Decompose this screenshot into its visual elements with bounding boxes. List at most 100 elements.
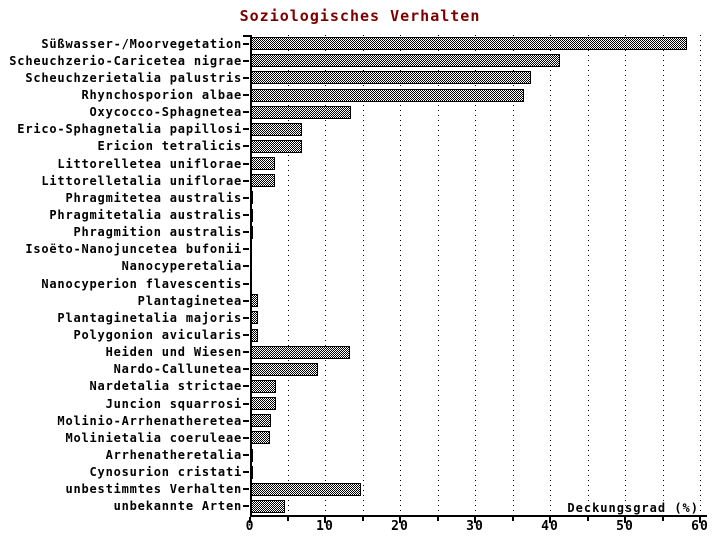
category-label: Phragmitetalia australis — [49, 208, 242, 222]
gridline — [700, 35, 701, 515]
category-label: unbekannte Arten — [113, 499, 242, 514]
category-label: Oxycocco-Sphagnetea — [89, 105, 242, 120]
bar — [250, 362, 318, 376]
x-major-tick — [249, 517, 251, 523]
bar — [250, 88, 524, 102]
category-tick — [243, 111, 249, 114]
category-tick — [243, 248, 249, 251]
x-minor-tick — [662, 517, 664, 521]
y-axis-cap — [243, 35, 252, 37]
category-tick — [243, 145, 249, 148]
category-tick — [243, 94, 249, 96]
bar — [250, 379, 276, 393]
category-label: Arrhenatheretalia — [105, 448, 242, 462]
category-tick — [243, 196, 249, 199]
y-axis-line — [250, 35, 252, 517]
category-tick — [243, 471, 249, 474]
bar — [250, 105, 351, 119]
category-tick — [243, 316, 249, 319]
bar — [250, 482, 361, 496]
bar — [250, 414, 271, 428]
x-tick-label: 0 — [245, 519, 255, 534]
category-label: Molinio-Arrhenatheretea — [57, 413, 242, 428]
category-label: Nanocyperetalia — [121, 259, 242, 274]
category-label: Nardetalia strictae — [89, 379, 242, 394]
category-tick — [243, 214, 249, 216]
category-label: Cynosurion cristati — [89, 465, 242, 480]
x-minor-tick — [287, 517, 289, 521]
category-label: Plantaginetea — [137, 293, 242, 308]
category-tick — [243, 162, 249, 165]
x-major-tick — [699, 517, 701, 523]
category-label: Phragmitetea australis — [65, 190, 242, 205]
x-tick-label: 30 — [466, 519, 484, 534]
gridline — [663, 35, 664, 515]
gridline — [400, 35, 401, 515]
category-tick — [243, 454, 249, 456]
category-tick — [243, 59, 249, 62]
x-minor-tick — [587, 517, 589, 521]
x-axis-label: Deckungsgrad (%) — [567, 501, 699, 515]
category-label: Rhynchosporion albae — [81, 88, 242, 102]
category-label: Plantaginetalia majoris — [57, 310, 242, 325]
x-major-tick — [399, 517, 401, 523]
bar — [250, 122, 302, 136]
category-label: unbestimmtes Verhalten — [65, 482, 242, 497]
x-tick-label: 60 — [691, 519, 709, 534]
category-label: Nardo-Callunetea — [113, 362, 242, 377]
category-tick — [243, 368, 249, 371]
category-tick — [243, 76, 249, 79]
x-minor-tick — [437, 517, 439, 521]
category-label: Ericion tetralicis — [97, 139, 242, 154]
x-minor-tick — [362, 517, 364, 521]
category-label: Scheuchzerio-Caricetea nigrae — [9, 53, 242, 68]
gridline — [475, 35, 476, 515]
category-tick — [243, 419, 249, 422]
x-minor-tick — [512, 517, 514, 521]
x-major-tick — [474, 517, 476, 523]
gridline — [550, 35, 551, 515]
x-tick-label: 10 — [316, 519, 334, 534]
category-label: Süßwasser-/Moorvegetation — [41, 36, 242, 51]
gridline — [513, 35, 514, 515]
gridline — [588, 35, 589, 515]
bar — [250, 499, 285, 513]
category-tick — [243, 42, 249, 45]
category-label: Molinietalia coeruleae — [65, 430, 242, 445]
category-tick — [243, 351, 249, 354]
category-label: Heiden und Wiesen — [105, 345, 242, 360]
category-label: Nanocyperion flavescentis — [41, 276, 242, 291]
category-label: Polygonion avicularis — [73, 328, 242, 342]
category-tick — [243, 385, 249, 388]
category-label: Juncion squarrosi — [105, 396, 242, 411]
x-tick-label: 40 — [541, 519, 559, 534]
category-label: Isoëto-Nanojuncetea bufonii — [25, 242, 242, 257]
category-label: Littorelletea uniflorae — [57, 156, 242, 171]
bar — [250, 37, 687, 51]
category-label: Erico-Sphagnetalia papillosi — [17, 122, 242, 137]
bar — [250, 431, 270, 445]
category-tick — [243, 282, 249, 285]
category-tick — [243, 128, 249, 131]
chart-title: Soziologisches Verhalten — [239, 7, 481, 25]
bar — [250, 174, 275, 188]
category-tick — [243, 299, 249, 302]
category-tick — [243, 265, 249, 268]
gridline — [288, 35, 289, 515]
bar — [250, 345, 350, 359]
x-major-tick — [624, 517, 626, 523]
bar — [250, 71, 531, 85]
gridline — [438, 35, 439, 515]
x-tick-label: 20 — [391, 519, 409, 534]
bar — [250, 157, 275, 171]
bar — [250, 54, 560, 68]
x-major-tick — [549, 517, 551, 523]
category-label: Scheuchzerietalia palustris — [25, 70, 242, 85]
category-tick — [243, 179, 249, 182]
x-tick-label: 50 — [616, 519, 634, 534]
plot-area — [243, 35, 707, 523]
gridline — [625, 35, 626, 515]
gridline — [363, 35, 364, 515]
x-axis-line — [250, 515, 707, 517]
